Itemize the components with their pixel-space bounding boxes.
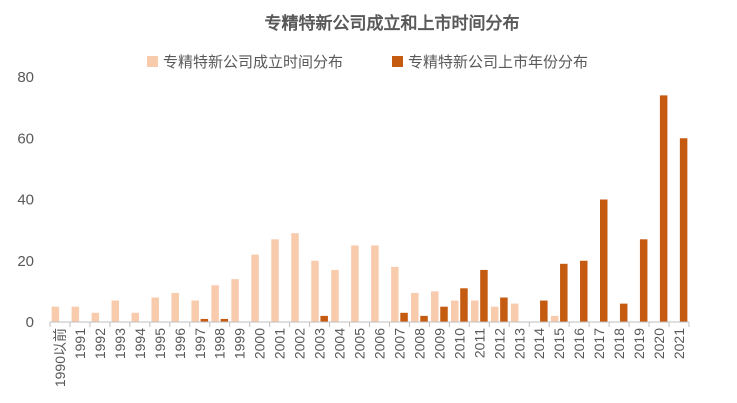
bar-founding xyxy=(391,266,399,323)
bar-listing xyxy=(619,303,628,323)
x-tick-label: 2008 xyxy=(411,328,427,359)
bar-listing xyxy=(659,95,668,323)
y-tick-label: 0 xyxy=(26,314,34,331)
x-axis: 1990以前 1991 1992 1993 1994 1995 1996 1997 1998 19… xyxy=(49,322,690,387)
x-tick-label: 1999 xyxy=(232,328,248,359)
x-tick-label: 2001 xyxy=(272,328,288,359)
bars xyxy=(51,95,688,323)
x-tick-label: 2010 xyxy=(451,328,467,359)
x-tick-label: 1992 xyxy=(92,328,108,359)
legend-label-founding: 专精特新公司成立时间分布 xyxy=(163,53,343,71)
bar-founding xyxy=(331,269,339,322)
x-tick-label: 2009 xyxy=(431,328,447,359)
bar-founding xyxy=(550,315,559,323)
bar-founding xyxy=(431,291,439,323)
x-tick-label: 2019 xyxy=(631,328,647,359)
x-tick-label: 2011 xyxy=(471,328,487,358)
bar-founding xyxy=(371,245,379,322)
bar-listing xyxy=(320,315,328,323)
bar-listing xyxy=(200,318,209,322)
bar-founding xyxy=(231,279,239,323)
legend-label-listing: 专精特新公司上市年份分布 xyxy=(408,53,588,71)
x-tick-label: 1995 xyxy=(152,328,168,359)
bar-founding xyxy=(111,300,120,322)
bar-listing xyxy=(679,138,688,322)
x-tick-label: 2002 xyxy=(292,328,308,359)
x-tick-label: 2006 xyxy=(371,328,387,359)
x-tick-label: 1993 xyxy=(112,328,128,359)
bar-listing xyxy=(400,312,408,322)
chart-title: 专精特新公司成立和上市时间分布 xyxy=(265,13,520,34)
y-tick-label: 80 xyxy=(17,69,34,86)
x-tick-label: 2016 xyxy=(571,328,587,359)
x-tick-label: 2018 xyxy=(611,328,627,359)
x-tick-label: 2004 xyxy=(332,328,348,359)
bar-listing xyxy=(420,315,428,323)
bar-founding xyxy=(151,297,159,322)
x-tick-label: 2014 xyxy=(531,328,547,359)
bar-founding xyxy=(131,312,140,322)
bar-founding xyxy=(411,292,419,322)
x-tick-label: 2020 xyxy=(651,328,667,359)
bar-founding xyxy=(191,300,199,322)
bar-listing xyxy=(540,300,548,322)
bar-founding xyxy=(91,312,100,322)
bar-listing xyxy=(220,318,229,322)
bar-founding xyxy=(490,306,499,322)
bar-listing xyxy=(599,199,608,322)
y-tick-label: 20 xyxy=(17,253,34,270)
bar-founding xyxy=(470,300,479,322)
x-tick-label: 2015 xyxy=(551,328,567,359)
bar-founding xyxy=(171,292,179,322)
x-tick-label: 1990以前 xyxy=(52,328,68,387)
bar-listing xyxy=(560,263,568,322)
x-tick-label: 2021 xyxy=(671,328,687,359)
bar-founding xyxy=(251,254,259,323)
bar-founding xyxy=(51,306,60,322)
x-tick-label: 1994 xyxy=(132,328,148,359)
x-tick-label: 2012 xyxy=(491,328,507,359)
x-tick-label: 2000 xyxy=(252,328,268,359)
legend: 专精特新公司成立时间分布 专精特新公司上市年份分布 xyxy=(147,53,588,71)
x-tick-label: 2005 xyxy=(352,328,368,359)
x-tick-label: 1996 xyxy=(172,328,188,359)
bar-founding xyxy=(351,245,359,322)
x-tick-label: 1991 xyxy=(72,328,88,359)
bar-founding xyxy=(71,306,80,322)
legend-swatch-founding xyxy=(147,56,158,67)
x-tick-label: 2017 xyxy=(591,328,607,359)
x-tick-label: 1998 xyxy=(212,328,228,359)
bar-listing xyxy=(460,288,468,322)
x-tick-label: 2007 xyxy=(391,328,407,359)
bar-founding xyxy=(211,285,219,322)
bar-listing xyxy=(440,306,448,322)
bar-founding xyxy=(311,260,319,322)
x-tick-label: 2013 xyxy=(511,328,527,359)
bar-founding xyxy=(451,300,459,322)
y-tick-label: 40 xyxy=(17,192,34,209)
bar-founding xyxy=(271,239,279,322)
bar-founding xyxy=(510,303,519,323)
x-tick-label: 2003 xyxy=(312,328,328,359)
x-tick-label: 1997 xyxy=(192,328,208,359)
bar-founding xyxy=(291,233,299,322)
y-axis: 0 20 40 60 80 xyxy=(17,69,34,331)
y-tick-label: 60 xyxy=(17,130,34,147)
bar-listing xyxy=(639,239,648,322)
bar-listing xyxy=(480,269,488,322)
legend-swatch-listing xyxy=(392,56,403,67)
bar-listing xyxy=(500,297,508,322)
bar-listing xyxy=(580,260,588,322)
